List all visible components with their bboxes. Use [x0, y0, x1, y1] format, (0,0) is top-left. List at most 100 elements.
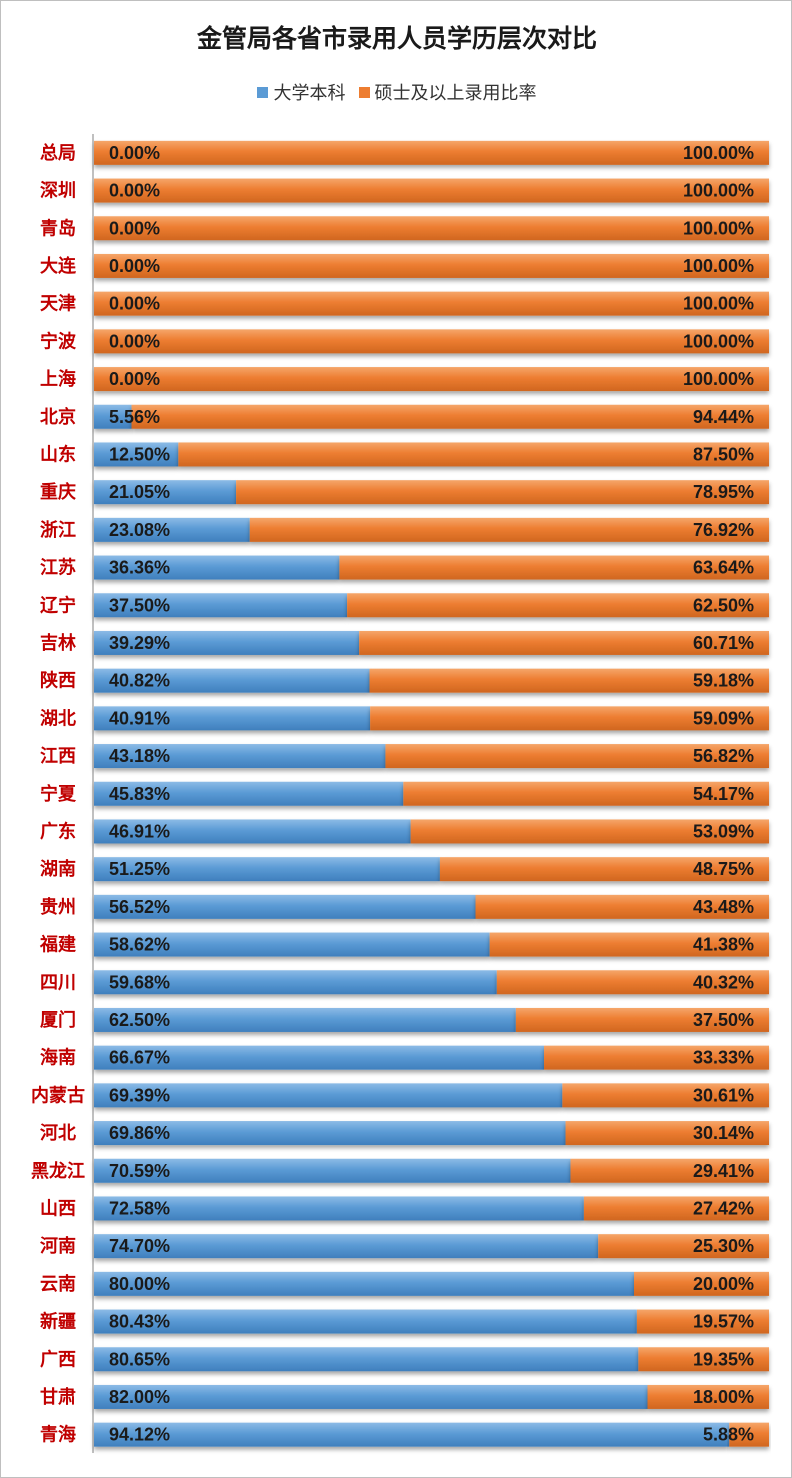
- bar-master: [636, 1309, 769, 1334]
- data-label-bachelor: 39.29%: [109, 633, 170, 653]
- data-label-bachelor: 37.50%: [109, 595, 170, 615]
- bar-bachelor: [94, 1384, 648, 1409]
- category-label: 山东: [40, 443, 76, 464]
- data-label-master: 18.00%: [693, 1387, 754, 1407]
- category-label: 云南: [40, 1273, 76, 1294]
- data-label-bachelor: 59.68%: [109, 972, 170, 992]
- bar-master: [729, 1422, 769, 1447]
- data-label-bachelor: 5.56%: [109, 407, 160, 427]
- data-label-master: 19.57%: [693, 1312, 754, 1332]
- data-label-bachelor: 0.00%: [109, 256, 160, 276]
- bar-bachelor: [94, 1271, 634, 1296]
- bar-bachelor: [94, 480, 237, 505]
- data-label-master: 37.50%: [693, 1010, 754, 1030]
- category-label: 山西: [40, 1198, 76, 1218]
- bar-master: [562, 1083, 769, 1108]
- data-label-bachelor: 72.58%: [109, 1198, 170, 1218]
- data-label-master: 30.61%: [693, 1085, 754, 1105]
- data-label-bachelor: 66.67%: [109, 1048, 170, 1068]
- data-label-master: 25.30%: [693, 1236, 754, 1256]
- bar-bachelor: [94, 894, 476, 919]
- data-label-bachelor: 0.00%: [109, 331, 160, 351]
- bar-master: [178, 442, 769, 467]
- bar-master: [94, 291, 769, 316]
- data-label-bachelor: 80.00%: [109, 1274, 170, 1294]
- bar-master: [598, 1234, 769, 1259]
- bar-master: [94, 329, 769, 354]
- category-label: 河北: [40, 1123, 76, 1143]
- bar-master: [131, 404, 769, 429]
- bar-master: [634, 1271, 769, 1296]
- bar-bachelor: [94, 1121, 566, 1146]
- data-label-master: 62.50%: [693, 595, 754, 615]
- category-label: 吉林: [40, 632, 76, 653]
- data-label-bachelor: 94.12%: [109, 1425, 170, 1445]
- category-label: 内蒙古: [31, 1084, 85, 1105]
- category-label: 河南: [40, 1235, 76, 1256]
- category-label: 湖北: [40, 708, 76, 728]
- data-label-master: 60.71%: [693, 633, 754, 653]
- bar-bachelor: [94, 668, 370, 693]
- category-label: 江西: [40, 746, 76, 766]
- bar-master: [570, 1158, 769, 1183]
- category-label: 湖南: [40, 858, 76, 879]
- bar-bachelor: [94, 706, 371, 731]
- bar-master: [544, 1045, 769, 1070]
- bar-master: [94, 253, 769, 278]
- data-label-master: 100.00%: [683, 218, 754, 238]
- data-label-bachelor: 36.36%: [109, 558, 170, 578]
- bar-bachelor: [94, 630, 360, 655]
- bar-master: [496, 970, 769, 995]
- data-label-bachelor: 0.00%: [109, 143, 160, 163]
- data-label-master: 48.75%: [693, 859, 754, 879]
- data-label-bachelor: 80.43%: [109, 1312, 170, 1332]
- data-label-master: 100.00%: [683, 369, 754, 389]
- category-label: 上海: [40, 368, 76, 389]
- category-label: 福建: [39, 934, 76, 955]
- data-label-master: 54.17%: [693, 784, 754, 804]
- bar-bachelor: [94, 555, 340, 580]
- data-label-master: 5.88%: [703, 1425, 754, 1445]
- data-label-bachelor: 0.00%: [109, 218, 160, 238]
- data-label-master: 19.35%: [693, 1349, 754, 1369]
- bar-bachelor: [94, 1422, 730, 1447]
- data-label-bachelor: 40.91%: [109, 708, 170, 728]
- data-label-bachelor: 70.59%: [109, 1161, 170, 1181]
- data-label-master: 29.41%: [693, 1161, 754, 1181]
- data-label-master: 100.00%: [683, 331, 754, 351]
- bar-master: [347, 593, 769, 618]
- category-label: 青岛: [40, 217, 76, 238]
- bar-master: [583, 1196, 769, 1221]
- bar-master: [515, 1007, 769, 1032]
- bar-master: [249, 517, 770, 542]
- legend-swatch-bachelor: [257, 87, 269, 98]
- bar-bachelor: [94, 1309, 637, 1334]
- data-label-bachelor: 40.82%: [109, 671, 170, 691]
- bar-bachelor: [94, 970, 497, 995]
- category-label: 厦门: [40, 1009, 76, 1030]
- bar-bachelor: [94, 1196, 584, 1221]
- data-label-bachelor: 12.50%: [109, 444, 170, 464]
- bar-master: [565, 1121, 769, 1146]
- data-label-master: 20.00%: [693, 1274, 754, 1294]
- bar-bachelor: [94, 517, 250, 542]
- bar-bachelor: [94, 404, 132, 429]
- data-label-master: 41.38%: [693, 935, 754, 955]
- chart-title: 金管局各省市录用人员学历层次对比: [196, 25, 597, 53]
- legend-label-bachelor: 大学本科: [273, 83, 346, 103]
- data-label-master: 59.18%: [693, 671, 754, 691]
- bar-master: [94, 216, 769, 241]
- data-label-master: 59.09%: [693, 708, 754, 728]
- bar-bachelor: [94, 1158, 571, 1183]
- category-label: 广西: [40, 1348, 76, 1369]
- bar-bachelor: [94, 744, 386, 769]
- data-label-master: 30.14%: [693, 1123, 754, 1143]
- bar-master: [410, 819, 769, 844]
- legend-item-bachelor: 大学本科: [257, 79, 345, 105]
- category-label: 海南: [40, 1047, 76, 1068]
- data-label-master: 78.95%: [693, 482, 754, 502]
- data-label-master: 40.32%: [693, 972, 754, 992]
- data-label-master: 53.09%: [693, 821, 754, 841]
- data-label-bachelor: 46.91%: [109, 821, 170, 841]
